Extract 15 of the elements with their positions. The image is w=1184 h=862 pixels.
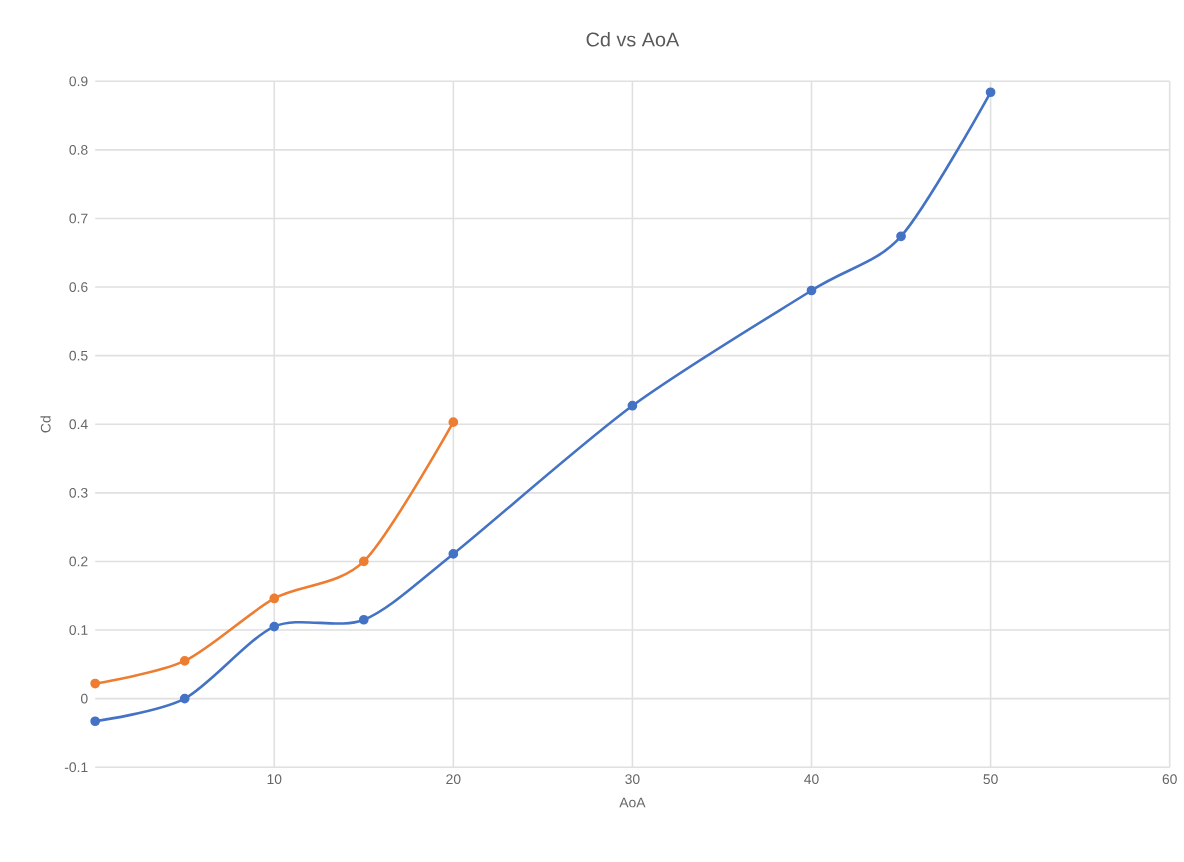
point — [806, 285, 817, 296]
point — [179, 655, 190, 666]
point — [90, 716, 101, 726]
point — [448, 417, 459, 427]
point — [358, 614, 369, 625]
point — [179, 693, 190, 704]
point — [448, 548, 459, 559]
point — [269, 593, 280, 604]
point — [90, 678, 101, 689]
point — [985, 87, 996, 97]
chart-title: Cd vs AoA — [586, 31, 680, 47]
point — [627, 400, 638, 411]
point — [269, 621, 280, 632]
point — [896, 231, 906, 241]
point — [358, 556, 369, 567]
